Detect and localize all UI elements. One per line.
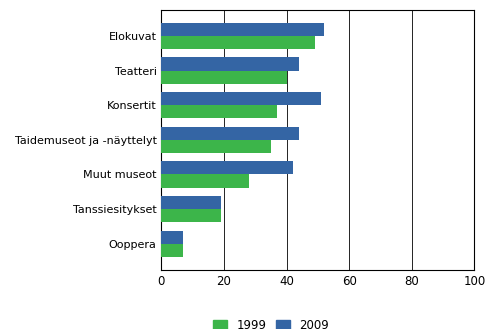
Bar [161,92,320,105]
Bar [161,140,270,153]
Bar [161,23,324,36]
Bar [161,196,221,209]
Bar [161,161,292,174]
Bar [161,127,299,140]
Bar [161,36,314,49]
Bar [161,244,183,257]
Bar [161,174,248,188]
Bar [161,105,277,118]
Legend: 1999, 2009: 1999, 2009 [207,314,333,329]
Bar [161,209,221,222]
Bar [161,231,183,244]
Bar [161,57,299,70]
Bar [161,70,286,84]
